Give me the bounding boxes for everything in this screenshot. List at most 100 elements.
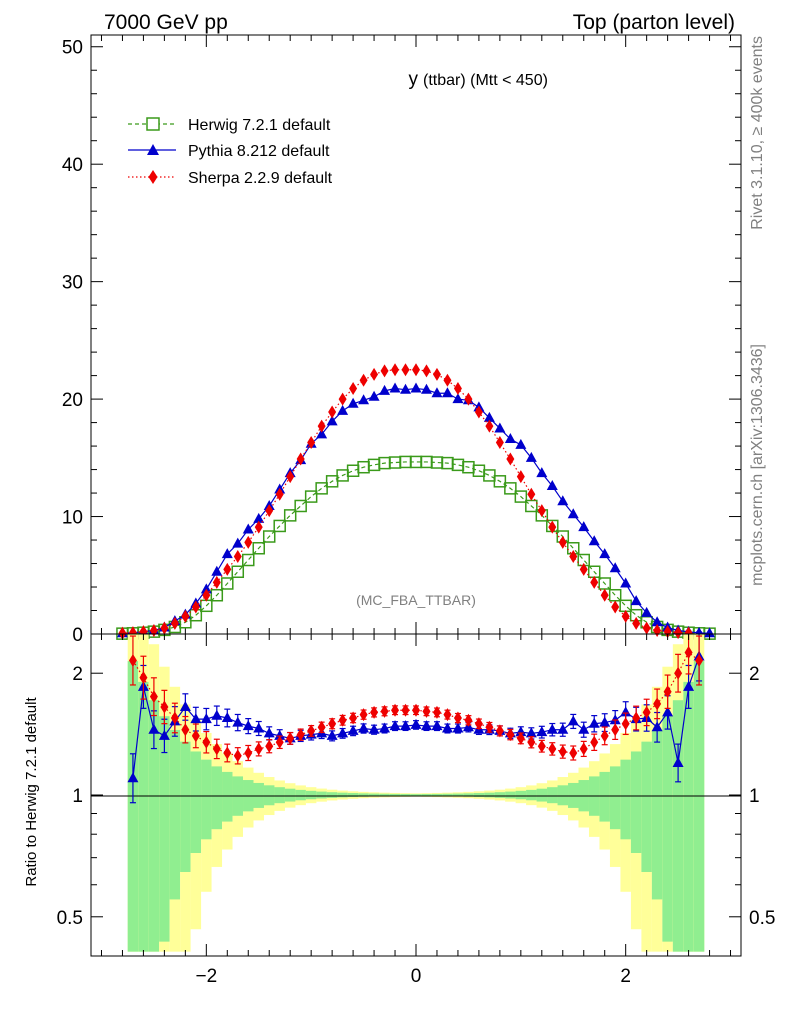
marker-herwig <box>493 475 507 488</box>
ratio-marker-sherpa <box>265 739 274 753</box>
marker-pythia <box>431 387 443 398</box>
legend-marker-pythia <box>147 144 159 155</box>
marker-sherpa <box>212 575 221 589</box>
ratio-marker-pythia <box>368 723 380 734</box>
ratio-marker-pythia <box>263 727 275 738</box>
ratio-marker-sherpa <box>621 717 630 731</box>
marker-sherpa <box>611 600 620 614</box>
y-tick-label: 30 <box>62 273 83 294</box>
uncertainty-band-inner <box>222 771 233 822</box>
ratio-marker-sherpa <box>453 711 462 725</box>
x-tick-label: 2 <box>620 966 631 987</box>
ratio-marker-pythia <box>588 717 600 728</box>
ratio-marker-sherpa <box>632 711 641 725</box>
ratio-marker-sherpa <box>464 713 473 727</box>
marker-pythia <box>452 393 464 404</box>
ratio-marker-pythia <box>609 714 621 725</box>
marker-herwig <box>367 458 381 472</box>
marker-sherpa <box>254 520 263 534</box>
ratio-marker-pythia <box>452 722 464 733</box>
marker-herwig <box>514 490 528 503</box>
marker-sherpa <box>349 382 358 396</box>
ratio-marker-pythia <box>420 720 432 731</box>
uncertainty-band-inner <box>421 794 432 796</box>
marker-sherpa <box>495 436 504 450</box>
marker-sherpa <box>370 367 379 381</box>
ratio-marker-pythia <box>274 729 286 740</box>
ratio-marker-sherpa <box>600 729 609 743</box>
ratio-y-axis-label: Ratio to Herwig 7.2.1 default <box>23 697 40 887</box>
ratio-marker-pythia <box>253 722 265 733</box>
ratio-marker-sherpa <box>212 742 221 756</box>
uncertainty-band-inner <box>515 790 527 800</box>
header-right: Top (parton level) <box>573 11 735 34</box>
marker-pythia <box>494 422 506 433</box>
ratio-marker-pythia <box>211 709 223 720</box>
marker-sherpa <box>160 621 169 635</box>
y-tick-label: 40 <box>62 155 83 176</box>
marker-sherpa <box>642 621 651 635</box>
uncertainty-band-inner <box>138 681 149 952</box>
uncertainty-band-inner <box>190 751 202 854</box>
ratio-marker-sherpa <box>139 671 148 685</box>
ratio-marker-pythia <box>190 713 202 724</box>
ratio-marker-sherpa <box>412 703 420 717</box>
marker-pythia <box>358 394 370 405</box>
marker-herwig <box>504 482 517 495</box>
marker-pythia <box>368 390 380 401</box>
marker-pythia <box>221 548 233 559</box>
ratio-marker-pythia <box>221 711 233 722</box>
marker-pythia <box>389 382 401 393</box>
uncertainty-band-inner <box>599 771 610 822</box>
uncertainty-band-inner <box>284 788 296 802</box>
marker-pythia <box>326 415 338 426</box>
marker-sherpa <box>443 373 452 387</box>
y-tick-label: 20 <box>62 390 83 411</box>
ratio-marker-sherpa <box>338 713 347 727</box>
ratio-marker-sherpa <box>527 735 536 749</box>
marker-sherpa <box>412 363 420 377</box>
ratio-marker-pythia <box>672 756 684 767</box>
ratio-panel: 0.5 0.5 1 1 2 2 −2 0 2 Ratio to Herwig 7.2.1 def… <box>23 630 775 987</box>
header-left: 7000 GeV pp <box>104 11 228 34</box>
marker-pythia <box>557 495 569 506</box>
ratio-marker-pythia <box>441 722 453 733</box>
ratio-marker-sherpa <box>286 731 295 745</box>
ratio-marker-sherpa <box>684 646 693 660</box>
ratio-ticks: 0.5 0.5 1 1 2 2 −2 0 2 <box>57 634 775 987</box>
legend-entry-pythia: Pythia 8.212 default <box>128 143 330 160</box>
uncertainty-band-inner <box>201 759 212 840</box>
ratio-marker-sherpa <box>548 742 557 756</box>
ratio-marker-pythia <box>599 716 611 727</box>
uncertainty-band-inner <box>662 716 673 942</box>
marker-sherpa <box>296 452 305 466</box>
marker-pythia <box>232 537 244 548</box>
marker-herwig <box>346 464 360 477</box>
uncertainty-band-inner <box>473 793 485 797</box>
marker-pythia <box>578 521 590 532</box>
main-panel: 0 10 20 30 40 50 y (ttbar) (Mtt < 450) (MC_FB… <box>62 34 742 646</box>
ratio-marker-sherpa <box>296 728 305 742</box>
ratio-marker-pythia <box>567 715 579 726</box>
marker-pythia <box>337 404 349 415</box>
marker-pythia <box>641 606 653 617</box>
ratio-marker-pythia <box>410 718 422 729</box>
uncertainty-band-inner <box>400 794 411 796</box>
y-tick-label: 0 <box>72 625 83 646</box>
uncertainty-band-inner <box>347 793 359 797</box>
marker-pythia <box>525 451 537 462</box>
marker-pythia <box>609 562 621 573</box>
ratio-marker-pythia <box>326 729 338 740</box>
marker-herwig <box>483 469 496 482</box>
ratio-y-tick-label: 0.5 <box>57 908 83 929</box>
ratio-marker-sherpa <box>506 728 515 742</box>
uncertainty-band-inner <box>442 793 453 797</box>
uncertainty-band-inner <box>295 789 306 801</box>
ratio-marker-pythia <box>200 713 212 724</box>
marker-sherpa <box>359 373 368 387</box>
uncertainty-band-inner <box>159 716 170 942</box>
marker-pythia <box>253 512 265 523</box>
ratio-marker-sherpa <box>642 705 651 719</box>
marker-herwig <box>221 577 234 590</box>
legend: Herwig 7.2.1 default Pythia 8.212 defaul… <box>128 117 333 187</box>
